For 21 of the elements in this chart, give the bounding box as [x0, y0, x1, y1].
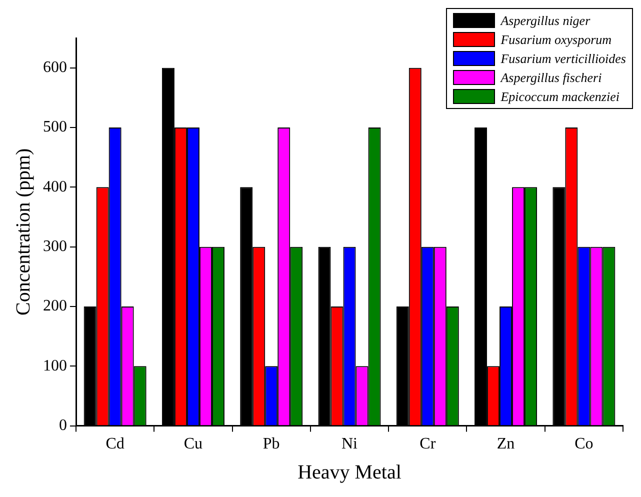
- x-tick-label: Zn: [496, 436, 515, 453]
- x-tick-label: Cu: [184, 436, 203, 453]
- y-tick-label: 100: [43, 357, 67, 374]
- x-axis-title: Heavy Metal: [298, 461, 402, 484]
- y-tick-label: 600: [43, 59, 67, 76]
- legend-label: Aspergillus fischeri: [500, 69, 602, 87]
- x-tick-label: Co: [574, 436, 594, 453]
- y-tick-label: 200: [43, 298, 67, 315]
- y-tick-label: 400: [43, 178, 67, 196]
- y-tick-label: 300: [43, 238, 67, 256]
- x-tick-label: Cd: [106, 436, 124, 453]
- legend-label: Epicoccum mackenziei: [500, 88, 620, 106]
- legend-label: Fusarium verticillioides: [500, 50, 626, 68]
- y-axis-title: Concentration (ppm): [12, 148, 34, 316]
- y-tick-label: 500: [43, 118, 67, 136]
- x-tick-label: Cr: [420, 436, 436, 453]
- y-tick-label: 0: [59, 417, 67, 434]
- legend-label: Aspergillus niger: [500, 12, 590, 30]
- legend-label: Fusarium oxysporum: [500, 31, 612, 49]
- x-tick-label: Pb: [262, 436, 280, 453]
- x-tick-label: Ni: [342, 436, 358, 453]
